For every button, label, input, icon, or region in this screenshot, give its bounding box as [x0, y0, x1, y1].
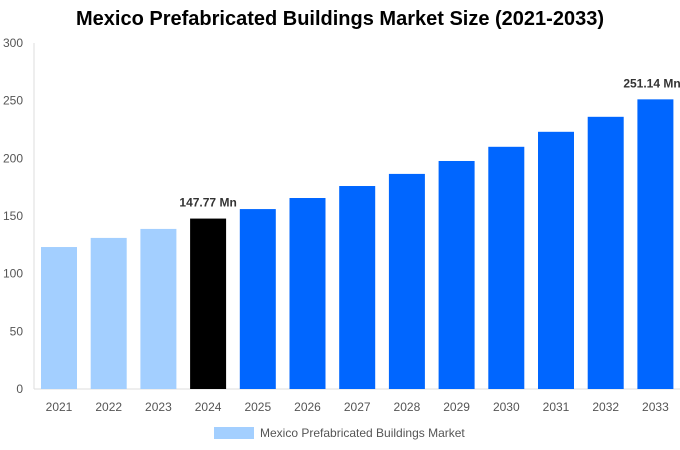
bar-2028 — [388, 173, 425, 389]
x-tick-label: 2032 — [592, 400, 619, 414]
y-tick-label: 300 — [3, 36, 23, 50]
x-tick-label: 2022 — [95, 400, 122, 414]
x-tick-label: 2025 — [244, 400, 271, 414]
y-tick-label: 250 — [3, 94, 23, 108]
y-tick-label: 100 — [3, 267, 23, 281]
bar-2025 — [239, 209, 276, 389]
bar-2026 — [289, 198, 326, 389]
bar-2029 — [438, 160, 475, 389]
bar-2033 — [637, 99, 674, 389]
x-tick-label: 2028 — [394, 400, 421, 414]
bar-2023 — [140, 228, 177, 389]
bar-2032 — [587, 116, 624, 390]
x-tick-label: 2024 — [195, 400, 222, 414]
x-tick-label: 2029 — [443, 400, 470, 414]
y-tick-label: 150 — [3, 209, 23, 223]
x-tick-label: 2026 — [294, 400, 321, 414]
bar-2022 — [90, 237, 127, 389]
data-label: 251.14 Mn — [623, 76, 680, 90]
x-tick-label: 2030 — [493, 400, 520, 414]
x-tick-label: 2033 — [642, 400, 669, 414]
x-tick-label: 2031 — [543, 400, 570, 414]
legend-swatch — [214, 427, 254, 439]
bar-2030 — [488, 146, 525, 389]
legend-label: Mexico Prefabricated Buildings Market — [260, 426, 465, 440]
x-tick-label: 2023 — [145, 400, 172, 414]
bar-2031 — [538, 131, 574, 389]
y-tick-label: 0 — [16, 382, 23, 396]
chart-title: Mexico Prefabricated Buildings Market Si… — [76, 8, 604, 30]
x-tick-label: 2027 — [344, 400, 371, 414]
bar-2027 — [339, 186, 376, 389]
y-tick-label: 200 — [3, 151, 23, 165]
data-label: 147.77 Mn — [179, 196, 236, 210]
y-tick-label: 50 — [10, 324, 24, 338]
x-tick-label: 2021 — [46, 400, 73, 414]
bar-2024 — [190, 218, 227, 389]
bar-2021 — [41, 247, 77, 389]
legend: Mexico Prefabricated Buildings Market — [214, 426, 465, 440]
